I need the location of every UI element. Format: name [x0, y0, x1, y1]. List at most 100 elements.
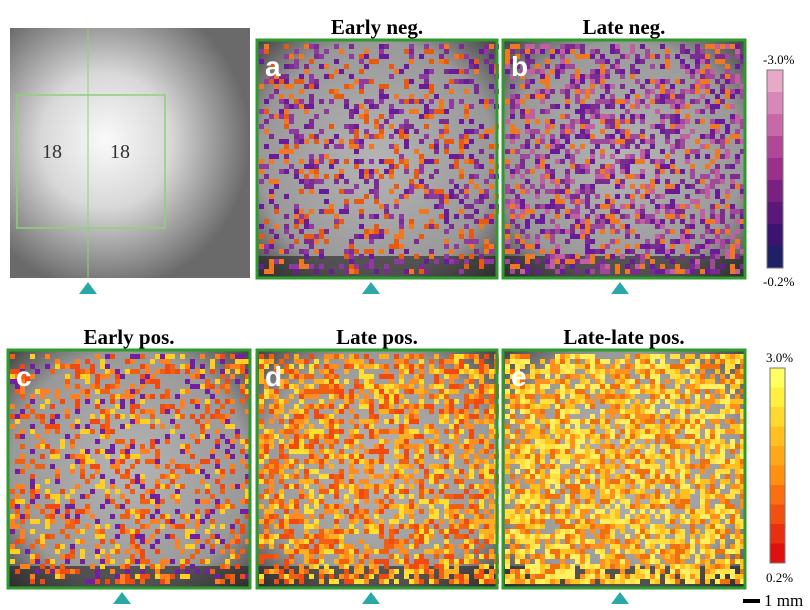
- activity-pixel: [620, 184, 625, 189]
- activity-pixel: [725, 94, 730, 99]
- activity-pixel: [715, 429, 720, 434]
- activity-pixel: [565, 169, 570, 174]
- activity-pixel: [304, 569, 309, 574]
- activity-pixel: [645, 414, 650, 419]
- activity-pixel: [314, 519, 319, 524]
- activity-pixel: [314, 454, 319, 459]
- activity-pixel: [545, 129, 550, 134]
- activity-pixel: [110, 354, 115, 359]
- activity-pixel: [685, 49, 690, 54]
- activity-pixel: [730, 119, 735, 124]
- activity-pixel: [15, 504, 20, 509]
- activity-pixel: [585, 369, 590, 374]
- activity-pixel: [319, 434, 324, 439]
- activity-pixel: [404, 159, 409, 164]
- activity-pixel: [615, 239, 620, 244]
- activity-pixel: [140, 364, 145, 369]
- activity-pixel: [329, 269, 334, 274]
- activity-pixel: [625, 414, 630, 419]
- activity-pixel: [284, 519, 289, 524]
- activity-pixel: [469, 254, 474, 259]
- activity-pixel: [444, 149, 449, 154]
- activity-pixel: [115, 464, 120, 469]
- activity-pixel: [685, 464, 690, 469]
- activity-pixel: [379, 234, 384, 239]
- activity-pixel: [195, 524, 200, 529]
- activity-pixel: [650, 64, 655, 69]
- activity-pixel: [145, 524, 150, 529]
- activity-pixel: [690, 184, 695, 189]
- activity-pixel: [429, 569, 434, 574]
- activity-pixel: [520, 439, 525, 444]
- activity-pixel: [135, 419, 140, 424]
- activity-pixel: [530, 464, 535, 469]
- activity-pixel: [600, 434, 605, 439]
- activity-pixel: [364, 544, 369, 549]
- activity-pixel: [725, 229, 730, 234]
- activity-pixel: [185, 519, 190, 524]
- activity-pixel: [525, 414, 530, 419]
- activity-pixel: [384, 504, 389, 509]
- activity-pixel: [570, 364, 575, 369]
- activity-pixel: [339, 144, 344, 149]
- activity-pixel: [220, 549, 225, 554]
- activity-pixel: [319, 189, 324, 194]
- activity-pixel: [299, 249, 304, 254]
- activity-pixel: [580, 104, 585, 109]
- activity-pixel: [419, 569, 424, 574]
- activity-pixel: [225, 559, 230, 564]
- activity-pixel: [70, 444, 75, 449]
- activity-pixel: [630, 174, 635, 179]
- activity-pixel: [560, 409, 565, 414]
- activity-pixel: [479, 364, 484, 369]
- activity-pixel: [474, 419, 479, 424]
- activity-pixel: [269, 194, 274, 199]
- activity-pixel: [359, 479, 364, 484]
- activity-pixel: [505, 454, 510, 459]
- activity-pixel: [580, 119, 585, 124]
- activity-pixel: [329, 394, 334, 399]
- activity-pixel: [299, 219, 304, 224]
- activity-pixel: [324, 199, 329, 204]
- activity-pixel: [680, 124, 685, 129]
- activity-pixel: [730, 114, 735, 119]
- activity-pixel: [399, 464, 404, 469]
- activity-pixel: [615, 419, 620, 424]
- activity-pixel: [264, 249, 269, 254]
- activity-pixel: [570, 74, 575, 79]
- activity-pixel: [600, 69, 605, 74]
- activity-pixel: [170, 469, 175, 474]
- activity-pixel: [484, 214, 489, 219]
- activity-pixel: [404, 454, 409, 459]
- activity-pixel: [710, 379, 715, 384]
- activity-pixel: [424, 84, 429, 89]
- activity-pixel: [515, 429, 520, 434]
- activity-pixel: [279, 499, 284, 504]
- activity-pixel: [550, 134, 555, 139]
- activity-pixel: [715, 104, 720, 109]
- activity-pixel: [259, 504, 264, 509]
- activity-pixel: [550, 464, 555, 469]
- activity-pixel: [225, 389, 230, 394]
- activity-pixel: [489, 454, 494, 459]
- activity-pixel: [530, 59, 535, 64]
- activity-pixel: [324, 64, 329, 69]
- activity-pixel: [670, 459, 675, 464]
- activity-pixel: [354, 164, 359, 169]
- activity-pixel: [670, 104, 675, 109]
- activity-pixel: [510, 399, 515, 404]
- activity-pixel: [640, 409, 645, 414]
- activity-pixel: [530, 399, 535, 404]
- activity-pixel: [735, 134, 740, 139]
- activity-pixel: [560, 389, 565, 394]
- activity-pixel: [95, 464, 100, 469]
- activity-pixel: [479, 124, 484, 129]
- activity-pixel: [304, 174, 309, 179]
- activity-pixel: [545, 364, 550, 369]
- activity-pixel: [484, 419, 489, 424]
- activity-pixel: [399, 559, 404, 564]
- activity-pixel: [540, 44, 545, 49]
- activity-pixel: [100, 434, 105, 439]
- activity-pixel: [294, 414, 299, 419]
- activity-pixel: [535, 239, 540, 244]
